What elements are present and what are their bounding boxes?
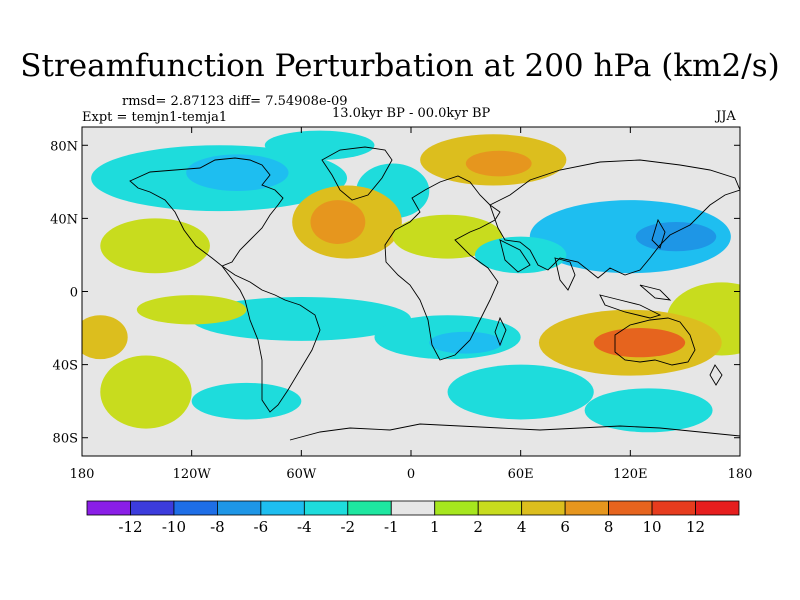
colorbar-swatch: [130, 500, 175, 516]
period-label: 13.0kyr BP - 00.0kyr BP: [332, 106, 491, 121]
lon-tick-label: 60W: [286, 467, 317, 482]
colorbar-swatch: [521, 500, 566, 516]
latitude-ticks: 80N 40N 0 40S 80S: [50, 139, 740, 447]
field-contour-12: [474, 236, 567, 274]
colorbar-swatch: [86, 500, 131, 516]
lon-tick-label: 180: [70, 467, 95, 482]
colorbar-label: 2: [473, 518, 483, 536]
field-contour-20: [584, 388, 713, 433]
colorbar-label: 6: [560, 518, 570, 536]
field-contour-21: [100, 355, 192, 429]
field-contour-1: [186, 154, 289, 191]
colorbar-label: 8: [604, 518, 614, 536]
colorbar-label: -12: [118, 518, 142, 536]
colorbar-swatch: [651, 500, 696, 516]
lat-tick-label: 0: [70, 286, 78, 301]
field-contour-9: [100, 218, 210, 274]
lon-tick-label: 180: [728, 467, 753, 482]
field-contour-18: [593, 328, 686, 358]
coastlines: [129, 146, 740, 441]
colorbar-label: 4: [517, 518, 527, 536]
colorbar-swatch: [260, 500, 305, 516]
colorbar: -12 -10 -8 -6 -4 -2 -1 1 2 4 6 8 10 12: [86, 500, 740, 536]
lat-tick-label: 80S: [53, 432, 78, 447]
field-contour-7: [310, 200, 366, 244]
colorbar-label: 10: [643, 518, 662, 536]
colorbar-swatch: [173, 500, 218, 516]
season-label: JJA: [716, 109, 736, 124]
field-contour-11: [635, 222, 717, 252]
colorbar-swatch: [564, 500, 610, 516]
colorbar-label: -6: [254, 518, 269, 536]
lon-tick-label: 60E: [508, 467, 534, 482]
field-contour-19: [447, 364, 594, 420]
colorbar-label: -2: [340, 518, 355, 536]
colorbar-label: -8: [210, 518, 225, 536]
map-title: Streamfunction Perturbation at 200 hPa (…: [20, 48, 780, 84]
lon-tick-label: 120W: [173, 467, 212, 482]
field-contour-24: [191, 382, 302, 420]
field-contour-10: [529, 200, 731, 274]
colorbar-swatch: [477, 500, 523, 516]
experiment-label: Expt = temjn1-temja1: [82, 110, 228, 125]
lat-tick-label: 40N: [50, 212, 78, 227]
map-panel: [81, 126, 741, 457]
colorbar-label: 1: [430, 518, 440, 536]
colorbar-label: -1: [384, 518, 399, 536]
stats-label: rmsd= 2.87123 diff= 7.54908e-09: [122, 94, 348, 109]
colorbar-swatch: [216, 500, 262, 516]
field-contour-16: [429, 331, 503, 354]
field-contour-22: [82, 315, 128, 360]
colorbar-swatch: [434, 500, 479, 516]
field-contour-23: [136, 295, 247, 325]
lat-tick-label: 80N: [50, 139, 78, 154]
colorbar-label: 12: [686, 518, 705, 536]
colorbar-swatch: [347, 500, 392, 516]
lon-tick-label: 0: [407, 467, 415, 482]
colorbar-label: -10: [162, 518, 186, 536]
lon-tick-label: 120E: [613, 467, 647, 482]
colorbar-swatch: [303, 500, 349, 516]
colorbar-swatch: [390, 500, 436, 516]
longitude-ticks: 180 120W 60W 0 60E 120E 180: [70, 127, 753, 482]
field-contour-8: [392, 214, 503, 259]
lat-tick-label: 40S: [53, 359, 78, 374]
field-contour-5: [465, 150, 532, 177]
field-contour-2: [264, 130, 375, 160]
colorbar-label: -4: [297, 518, 312, 536]
colorbar-swatch: [608, 500, 653, 516]
field-contour-14: [191, 296, 411, 341]
colorbar-swatch: [695, 500, 740, 516]
